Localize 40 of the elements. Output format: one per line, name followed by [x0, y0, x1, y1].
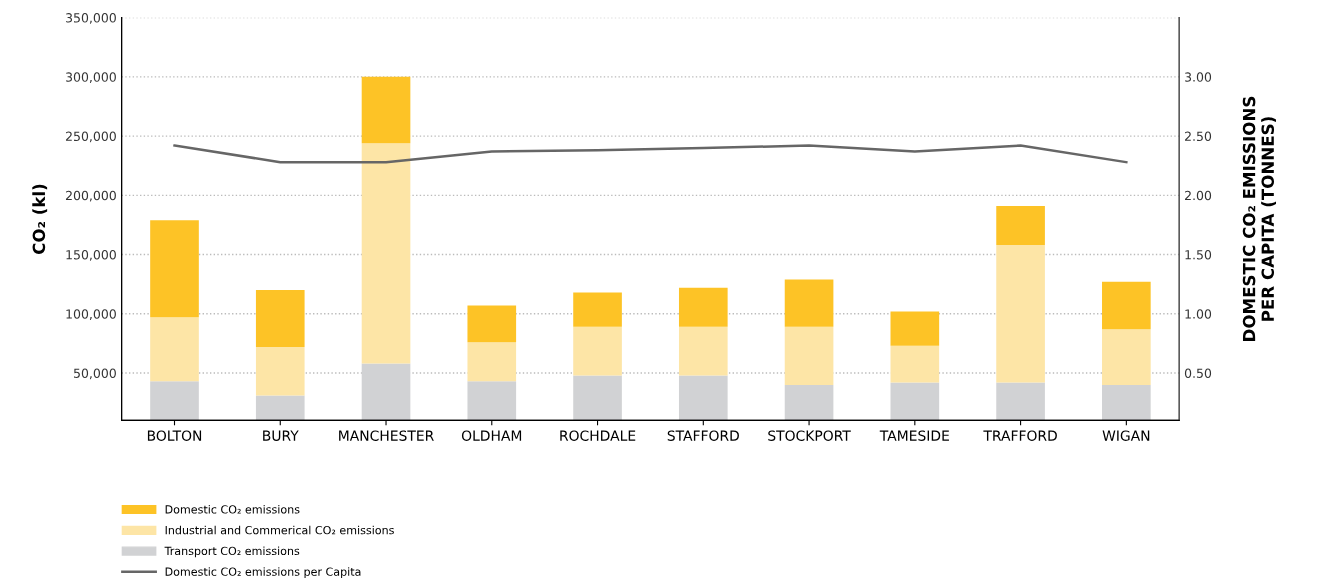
- bar: [467, 305, 517, 343]
- legend-label: Industrial and Commerical CO₂ emissions: [165, 525, 394, 535]
- bar: [678, 287, 728, 327]
- y2-tick-label: 1.50: [1185, 250, 1212, 260]
- x-tick-label: STOCKPORT: [768, 430, 851, 441]
- y2-tick-label: 2.50: [1185, 131, 1212, 142]
- x-tick-label: STAFFORD: [667, 430, 739, 441]
- bar: [784, 279, 834, 327]
- x-tick-label: MANCHESTER: [339, 430, 434, 441]
- y-tick-label: 50,000: [73, 368, 116, 380]
- legend-label: Domestic CO₂ emissions per Capita: [165, 567, 361, 578]
- y-tick-label: 100,000: [66, 309, 116, 320]
- bar: [573, 292, 622, 327]
- y-tick-label: 350,000: [66, 13, 116, 24]
- legend-label: Domestic CO₂ emissions: [165, 504, 300, 514]
- y-tick-label: 300,000: [66, 72, 116, 84]
- x-tick-label: TAMESIDE: [879, 430, 949, 441]
- y-axis-title: CO₂ (kl): [32, 184, 48, 254]
- bar: [255, 290, 305, 347]
- y2-tick-label: 3.00: [1185, 72, 1212, 82]
- y2-tick-label: 1.00: [1185, 309, 1212, 319]
- bar: [361, 76, 411, 144]
- bar: [890, 311, 940, 346]
- x-tick-label: ROCHDALE: [560, 430, 636, 441]
- x-tick-label: TRAFFORD: [983, 430, 1057, 441]
- x-tick-label: BOLTON: [147, 430, 202, 441]
- y2-tick-label: 2.00: [1185, 190, 1212, 201]
- y2-axis-title: DOMESTIC CO₂ EMISSIONS PER CAPITA (TONNES): [1242, 96, 1276, 341]
- bar: [150, 220, 199, 318]
- y2-tick-label: 0.50: [1184, 368, 1212, 378]
- bar: [996, 206, 1045, 246]
- y-tick-label: 250,000: [65, 131, 116, 143]
- y-tick-label: 200,000: [65, 190, 116, 202]
- x-tick-label: OLDHAM: [461, 430, 522, 441]
- legend-label: Transport CO₂ emissions: [164, 546, 300, 558]
- x-tick-label: WIGAN: [1102, 430, 1150, 441]
- bar: [1102, 281, 1151, 330]
- x-tick-label: BURY: [263, 430, 299, 441]
- line-series: [173, 144, 1128, 164]
- y-tick-label: 150,000: [66, 250, 116, 261]
